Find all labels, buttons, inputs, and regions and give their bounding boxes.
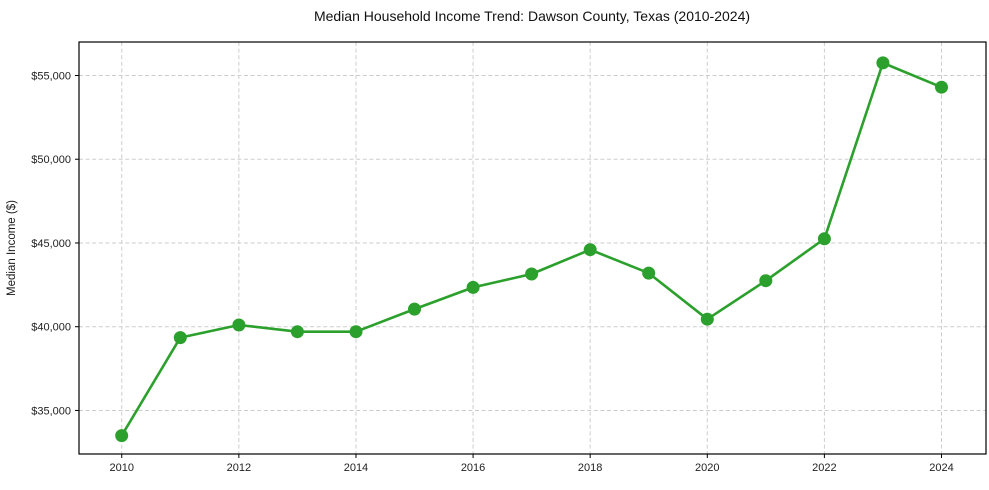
data-point-marker [642,266,656,280]
data-point-marker [232,318,246,332]
axes-frame-layer [78,41,987,455]
chart-title: Median Household Income Trend: Dawson Co… [314,8,750,24]
data-point-marker [817,232,831,246]
data-point-marker [173,331,187,345]
data-point-marker [290,325,304,339]
data-point-marker [759,274,773,288]
income-trend-line [120,61,943,437]
y-tick-label: $35,000 [31,405,71,417]
x-tick-label: 2022 [812,462,836,474]
x-tick-label: 2020 [695,462,719,474]
grid-layer [79,42,986,454]
data-point-marker [935,80,948,94]
y-tick-label: $55,000 [31,70,71,82]
series-layer [115,56,948,443]
x-tick-label: 2018 [578,462,602,474]
data-point-marker [583,243,597,257]
data-point-marker [115,429,129,443]
x-tick-label: 2016 [461,462,485,474]
y-axis-label: Median Income ($) [6,200,18,296]
y-tick-label: $50,000 [31,154,71,166]
x-tick-label: 2014 [344,462,368,474]
data-point-marker [700,312,714,326]
tick-layer: 2010 2012 2014 2016 2018 2020 2022 2024 $35,000 $… [31,70,954,474]
data-point-marker [525,267,539,281]
x-tick-label: 2010 [110,462,134,474]
axes-frame [78,41,987,455]
data-point-marker [876,56,890,70]
data-point-marker [466,280,480,294]
data-point-marker [349,325,363,339]
x-tick-label: 2012 [227,462,251,474]
y-tick-label: $45,000 [31,238,71,250]
data-point-marker [408,302,421,316]
y-tick-label: $40,000 [31,322,71,334]
x-tick-label: 2024 [929,462,953,474]
